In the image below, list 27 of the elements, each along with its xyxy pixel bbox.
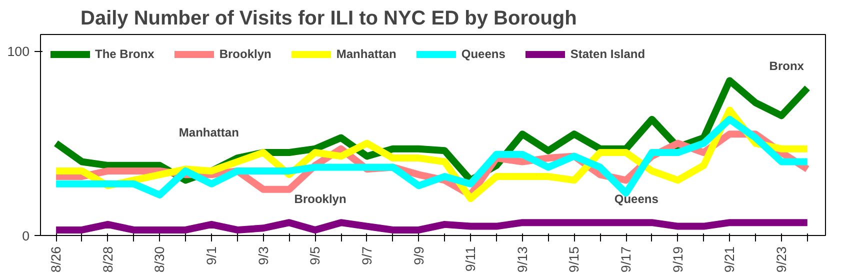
x-tick-label: 9/13	[514, 246, 530, 272]
x-tick-label: 8/26	[48, 246, 64, 272]
annotation: Bronx	[769, 59, 804, 74]
annotation: Queens	[614, 192, 659, 206]
x-tick-label: 8/28	[100, 246, 116, 272]
y-tick-label: 100	[7, 44, 30, 60]
annotation: Manhattan	[178, 126, 239, 140]
y-tick-label: 0	[22, 228, 30, 244]
x-tick-label: 9/3	[256, 246, 271, 266]
legend-label: Staten Island	[570, 47, 646, 61]
x-tick-label: 9/17	[618, 246, 634, 272]
x-tick-label: 9/21	[722, 246, 738, 272]
x-tick-label: 9/23	[774, 246, 789, 272]
annotation: Brooklyn	[294, 192, 346, 206]
x-tick-label: 9/7	[359, 246, 374, 266]
x-tick-label: 9/9	[411, 246, 426, 266]
x-tick-label: 9/11	[463, 246, 478, 272]
x-tick-label: 9/19	[670, 246, 686, 272]
legend-label: Manhattan	[336, 47, 396, 61]
chart-title: Daily Number of Visits for ILI to NYC ED by Borough	[80, 8, 577, 30]
legend-label: Brooklyn	[219, 47, 272, 61]
x-tick-label: 9/5	[308, 246, 323, 266]
x-tick-label: 9/1	[204, 246, 219, 266]
x-tick-label: 8/30	[152, 246, 168, 272]
legend-label: The Bronx	[95, 47, 154, 61]
legend-label: Queens	[461, 47, 506, 61]
x-tick-label: 9/15	[566, 246, 582, 272]
